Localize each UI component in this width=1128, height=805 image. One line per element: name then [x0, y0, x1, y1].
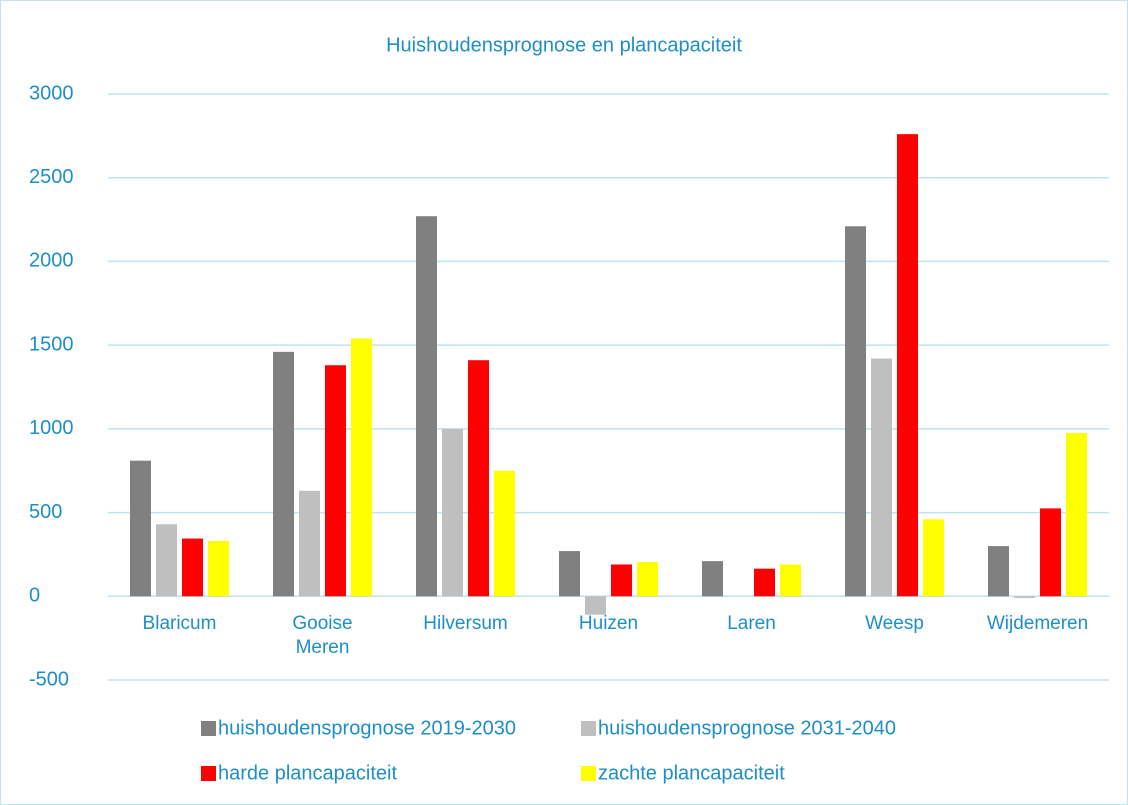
bar: [468, 360, 489, 597]
bar: [442, 428, 463, 597]
x-tick-label: Gooise Meren: [292, 613, 353, 659]
y-tick-label: -500: [29, 668, 69, 690]
y-tick-label: 1000: [29, 417, 74, 439]
bar: [871, 358, 892, 597]
bar: [585, 596, 606, 615]
bar: [416, 216, 437, 597]
y-tick-label: 500: [29, 501, 62, 523]
bar: [156, 524, 177, 597]
legend-swatch: [581, 766, 596, 781]
bar: [988, 546, 1009, 597]
bar: [702, 561, 723, 597]
legend-swatch: [201, 721, 216, 736]
bar: [1040, 508, 1061, 597]
x-tick-label: Laren: [727, 613, 776, 635]
bar: [611, 564, 632, 597]
bar: [351, 338, 372, 597]
y-tick-label: 2500: [29, 166, 74, 188]
x-tick-label: Wijdemeren: [986, 613, 1089, 635]
x-tick-label: Blaricum: [142, 613, 217, 635]
bar: [559, 551, 580, 597]
legend-label: huishoudensprognose 2019-2030: [218, 717, 516, 739]
legend-label: harde plancapaciteit: [218, 762, 397, 784]
bar: [780, 564, 801, 597]
bar: [637, 561, 658, 597]
legend-swatch: [201, 766, 216, 781]
chart-title: Huishoudensprognose en plancapaciteit: [386, 34, 742, 56]
bar: [494, 470, 515, 597]
bar: [299, 490, 320, 597]
y-tick-label: 0: [29, 585, 40, 607]
bar: [754, 568, 775, 597]
bar: [897, 134, 918, 597]
bar: [273, 351, 294, 597]
legend-label: huishoudensprognose 2031-2040: [598, 717, 896, 739]
y-tick-label: 1500: [29, 333, 74, 355]
bar: [325, 365, 346, 597]
y-tick-label: 2000: [29, 250, 74, 272]
legend-swatch: [581, 721, 596, 736]
bar: [208, 541, 229, 597]
bar: [130, 460, 151, 597]
legend-label: zachte plancapaciteit: [598, 762, 785, 784]
bar: [1066, 433, 1087, 597]
x-tick-label: Huizen: [578, 613, 639, 635]
bar: [182, 538, 203, 597]
x-tick-label: Weesp: [865, 613, 924, 635]
y-tick-label: 3000: [29, 82, 74, 104]
bar: [923, 519, 944, 597]
bar: [845, 226, 866, 597]
x-tick-label: Hilversum: [423, 613, 508, 635]
bar: [1014, 596, 1035, 598]
